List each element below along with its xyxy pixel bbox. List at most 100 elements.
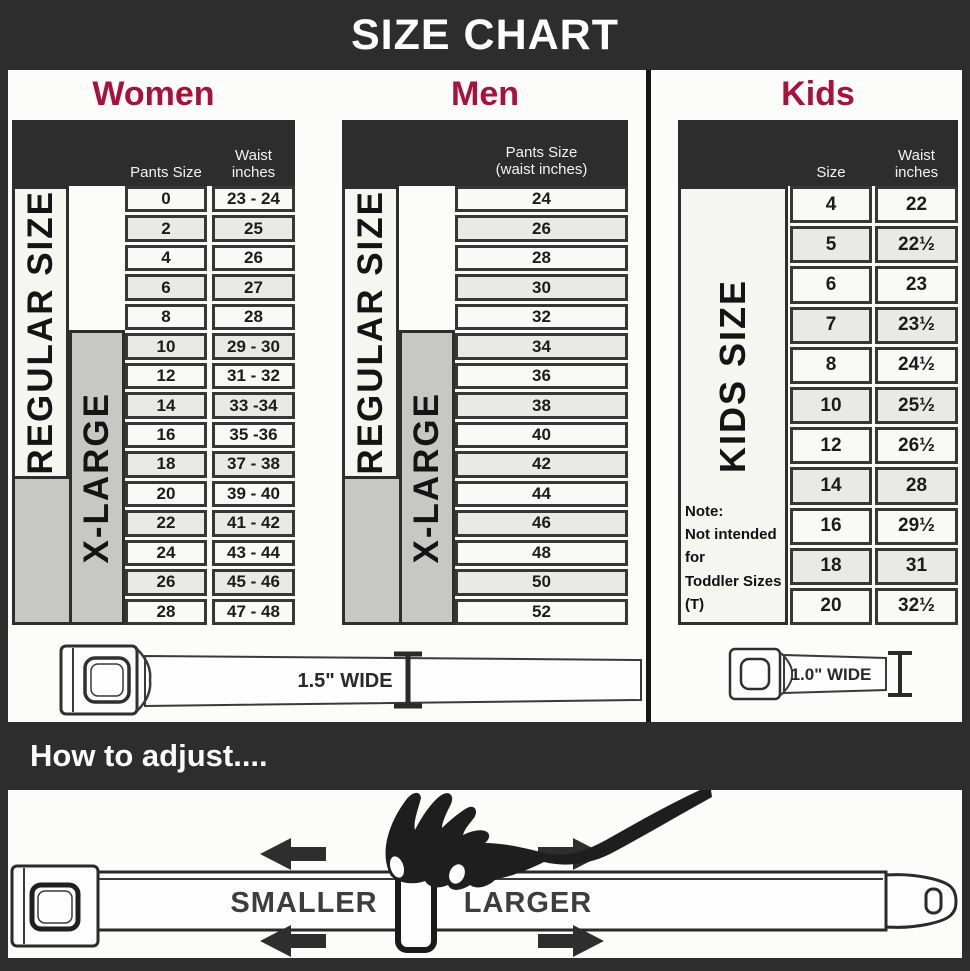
men-xlarge-label: X-LARGE bbox=[407, 391, 446, 564]
arrow-right-bottom-icon bbox=[538, 925, 604, 957]
table-row: 48 bbox=[455, 539, 628, 567]
table-row: 6 23 bbox=[790, 266, 958, 304]
table-row: 4 26 bbox=[125, 244, 295, 272]
table-row: 42 bbox=[455, 451, 628, 478]
table-cell: 28 bbox=[875, 467, 958, 505]
men-xlarge-box: X-LARGE bbox=[399, 330, 455, 625]
kids-table-header: Size Waist inches bbox=[678, 120, 958, 186]
men-regular-size-box: REGULAR SIZE bbox=[342, 186, 399, 479]
table-cell: 38 bbox=[455, 392, 628, 419]
adjustment-belt-illustration: SMALLER LARGER bbox=[10, 790, 958, 957]
table-cell: 4 bbox=[125, 244, 207, 272]
kids-size-box: KIDS SIZE Note: Not intended for Toddler… bbox=[678, 186, 788, 625]
how-to-adjust-heading: How to adjust.... bbox=[30, 738, 268, 773]
table-cell: 16 bbox=[790, 507, 872, 545]
table-cell: 22 bbox=[875, 186, 958, 224]
table-row: 26 bbox=[455, 215, 628, 242]
men-table-header: Pants Size (waist inches) bbox=[342, 120, 628, 186]
table-row: 0 23 - 24 bbox=[125, 186, 295, 213]
kids-note: Note: Not intended for Toddler Sizes (T) bbox=[685, 502, 782, 613]
table-row: 18 31 bbox=[790, 547, 958, 585]
table-cell: 31 bbox=[875, 547, 958, 585]
table-cell: 28 bbox=[455, 244, 628, 272]
women-xlarge-label: X-LARGE bbox=[77, 391, 116, 564]
women-section-title: Women bbox=[92, 74, 215, 113]
table-cell: 43 - 44 bbox=[212, 539, 295, 567]
table-row: 28 bbox=[455, 244, 628, 272]
women-xlarge-area bbox=[12, 479, 69, 625]
table-cell: 48 bbox=[455, 539, 628, 567]
table-cell: 30 bbox=[455, 274, 628, 301]
table-cell: 14 bbox=[790, 467, 872, 505]
table-row: 46 bbox=[455, 510, 628, 537]
arrow-left-top-icon bbox=[260, 838, 326, 870]
table-cell: 16 bbox=[125, 421, 207, 449]
table-row: 34 bbox=[455, 333, 628, 360]
women-waist-header: Waist inches bbox=[231, 147, 276, 181]
kids-size-label: KIDS SIZE bbox=[712, 279, 753, 474]
hand-icon bbox=[385, 790, 712, 890]
table-cell: 23 bbox=[875, 266, 958, 304]
width-marker-icon bbox=[888, 651, 912, 697]
table-cell: 39 - 40 bbox=[212, 480, 295, 508]
table-row: 26 45 - 46 bbox=[125, 569, 295, 596]
table-row: 14 28 bbox=[790, 467, 958, 505]
table-cell: 8 bbox=[125, 303, 207, 331]
women-size-table: Pants Size Waist inches REGULAR SIZE X-L… bbox=[12, 120, 295, 626]
table-row: 4 22 bbox=[790, 186, 958, 224]
kids-size-header: Size bbox=[816, 164, 846, 181]
arrow-left-bottom-icon bbox=[260, 925, 326, 957]
men-regular-size-label: REGULAR SIZE bbox=[350, 190, 390, 475]
table-cell: 47 - 48 bbox=[212, 598, 295, 626]
table-row: 14 33 -34 bbox=[125, 392, 295, 419]
table-cell: 22 bbox=[125, 510, 207, 537]
table-cell: 7 bbox=[790, 306, 872, 344]
table-cell: 26 bbox=[455, 215, 628, 242]
table-cell: 27 bbox=[212, 274, 295, 301]
table-cell: 6 bbox=[125, 274, 207, 301]
kids-table-rows: 4 22 5 22½ 6 23 7 23½ 8 24½ 10 25½ 12 26½ 14 28 16 29½ 18 3… bbox=[790, 186, 958, 626]
table-row: 8 28 bbox=[125, 303, 295, 331]
kids-belt-illustration: 1.0" WIDE bbox=[728, 647, 912, 701]
table-row: 12 31 - 32 bbox=[125, 362, 295, 390]
table-row: 12 26½ bbox=[790, 427, 958, 465]
table-cell: 26 bbox=[212, 244, 295, 272]
table-cell: 12 bbox=[125, 362, 207, 390]
table-row: 18 37 - 38 bbox=[125, 451, 295, 478]
table-row: 40 bbox=[455, 421, 628, 449]
women-table-header: Pants Size Waist inches bbox=[12, 120, 295, 186]
table-cell: 6 bbox=[790, 266, 872, 304]
table-cell: 24 bbox=[125, 539, 207, 567]
table-cell: 5 bbox=[790, 226, 872, 264]
table-cell: 14 bbox=[125, 392, 207, 419]
table-cell: 52 bbox=[455, 598, 628, 626]
table-row: 24 bbox=[455, 186, 628, 213]
larger-label: LARGER bbox=[464, 887, 592, 919]
table-row: 44 bbox=[455, 480, 628, 508]
kids-belt-width-label: 1.0" WIDE bbox=[791, 665, 872, 684]
table-cell: 10 bbox=[790, 386, 872, 425]
table-cell: 42 bbox=[455, 451, 628, 478]
table-row: 16 35 -36 bbox=[125, 421, 295, 449]
width-marker-icon bbox=[394, 651, 422, 709]
table-cell: 33 -34 bbox=[212, 392, 295, 419]
table-cell: 46 bbox=[455, 510, 628, 537]
kids-waist-header: Waist inches bbox=[894, 147, 939, 181]
men-size-table: Pants Size (waist inches) REGULAR SIZE X… bbox=[342, 120, 628, 626]
how-to-adjust-bar: How to adjust.... bbox=[0, 722, 970, 790]
table-row: 10 25½ bbox=[790, 386, 958, 425]
table-cell: 31 - 32 bbox=[212, 362, 295, 390]
page-title: SIZE CHART bbox=[351, 10, 619, 59]
table-row: 2 25 bbox=[125, 215, 295, 242]
table-row: 36 bbox=[455, 362, 628, 390]
women-regular-size-label: REGULAR SIZE bbox=[20, 190, 60, 475]
table-cell: 50 bbox=[455, 569, 628, 596]
table-row: 32 bbox=[455, 303, 628, 331]
table-cell: 25½ bbox=[875, 386, 958, 425]
table-row: 50 bbox=[455, 569, 628, 596]
table-cell: 0 bbox=[125, 186, 207, 213]
table-cell: 40 bbox=[455, 421, 628, 449]
men-section-title: Men bbox=[451, 74, 519, 113]
kids-belt-buckle-icon bbox=[728, 647, 794, 701]
table-cell: 10 bbox=[125, 333, 207, 360]
